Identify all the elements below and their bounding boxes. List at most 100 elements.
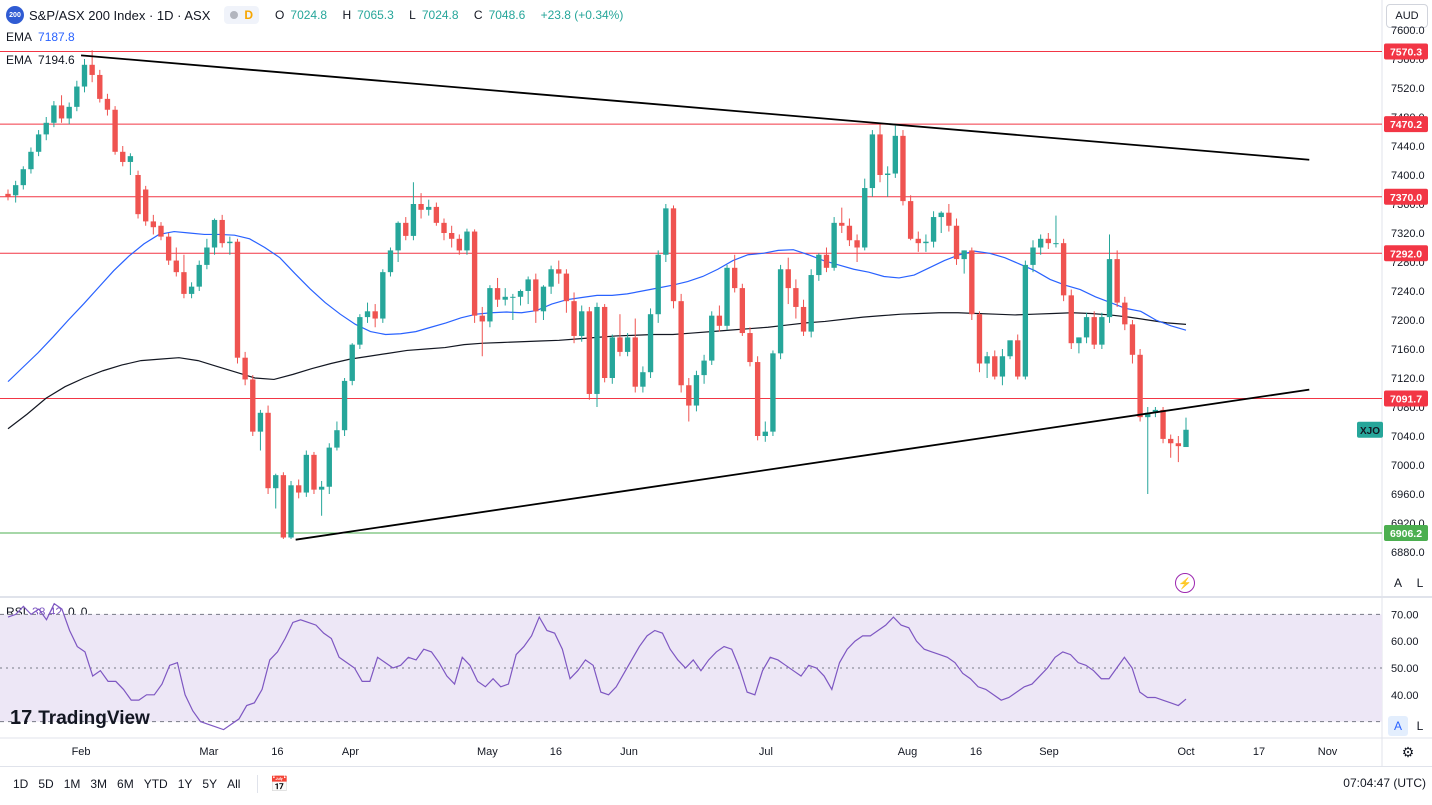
x-tick-label: 16 bbox=[550, 746, 562, 758]
rsi-log-scale-button[interactable]: L bbox=[1416, 719, 1424, 733]
y-tick-label: 7200.0 bbox=[1391, 315, 1425, 327]
date-range-calendar-icon[interactable]: 📅 bbox=[270, 776, 290, 793]
candle-body bbox=[433, 206, 440, 223]
candle-body bbox=[678, 301, 684, 386]
range-all[interactable]: All bbox=[227, 777, 241, 791]
candle-body bbox=[487, 288, 493, 322]
candle-body bbox=[846, 225, 853, 241]
x-tick-label: Mar bbox=[199, 746, 218, 758]
y-tick-label: 7240.0 bbox=[1391, 286, 1425, 298]
price-chart[interactable]: 7600.07560.07520.07480.07440.07400.07360… bbox=[0, 0, 1432, 766]
candle-body bbox=[617, 337, 623, 352]
x-tick-label: 17 bbox=[1253, 746, 1265, 758]
market-status-pill[interactable]: D bbox=[224, 6, 260, 24]
range-5d[interactable]: 5D bbox=[38, 777, 54, 791]
resistance-level-tag bbox=[1384, 116, 1428, 133]
candle-body bbox=[341, 380, 348, 431]
candle-body bbox=[464, 231, 470, 251]
candle-body bbox=[395, 222, 401, 251]
range-1m[interactable]: 1M bbox=[63, 777, 81, 791]
candle-body bbox=[219, 219, 225, 244]
candle-body bbox=[1083, 317, 1090, 338]
candle-body bbox=[143, 189, 149, 222]
ema-slow-legend[interactable]: EMA 7194.6 bbox=[6, 53, 75, 67]
candle-body bbox=[280, 475, 287, 538]
rsi-param-1: 0 bbox=[68, 605, 75, 619]
candle-body bbox=[1022, 264, 1029, 377]
range-3m[interactable]: 3M bbox=[90, 777, 108, 791]
y-tick-label: 6960.0 bbox=[1391, 489, 1425, 501]
candle-body bbox=[548, 269, 554, 287]
candle-body bbox=[211, 219, 218, 248]
rsi-auto-scale-button[interactable]: A bbox=[1388, 716, 1408, 736]
ema-slow-value: 7194.6 bbox=[38, 53, 75, 67]
candle-body bbox=[563, 273, 570, 302]
candle-body bbox=[953, 225, 960, 260]
rsi-param-2: 0 bbox=[80, 605, 88, 619]
candle-body bbox=[992, 356, 998, 377]
symbol-title[interactable]: S&P/ASX 200 Index · 1D · ASX bbox=[29, 7, 211, 23]
candle-body bbox=[81, 64, 88, 87]
candle-body bbox=[441, 222, 447, 233]
range-1d[interactable]: 1D bbox=[13, 777, 29, 791]
candle-body bbox=[165, 236, 172, 261]
candle-body bbox=[961, 250, 967, 260]
auto-scale-button[interactable]: A bbox=[1393, 576, 1402, 590]
candle-body bbox=[762, 431, 768, 436]
candle-body bbox=[716, 315, 723, 326]
candle-body bbox=[196, 264, 202, 287]
candle-body bbox=[693, 375, 700, 406]
candle-body bbox=[976, 314, 983, 364]
symbol-tag-bg bbox=[1357, 421, 1383, 438]
resistance-level-tag bbox=[1384, 390, 1428, 407]
candle-body bbox=[609, 337, 615, 378]
candle-body bbox=[104, 98, 111, 110]
candle-body bbox=[907, 201, 914, 239]
candle-body bbox=[303, 454, 310, 493]
currency-button[interactable]: AUD bbox=[1386, 4, 1428, 28]
candle-body bbox=[74, 86, 80, 107]
candle-body bbox=[601, 306, 608, 378]
log-scale-button[interactable]: L bbox=[1416, 576, 1424, 590]
close-label: C bbox=[473, 8, 483, 22]
candle-body bbox=[234, 241, 241, 358]
range-5y[interactable]: 5Y bbox=[202, 777, 218, 791]
candle-body bbox=[334, 430, 340, 448]
candle-body bbox=[800, 306, 807, 332]
y-tick-label: 7120.0 bbox=[1391, 373, 1425, 385]
candle-body bbox=[884, 173, 891, 175]
candle-body bbox=[380, 272, 386, 319]
candle-body bbox=[1030, 247, 1036, 265]
range-ytd[interactable]: YTD bbox=[143, 777, 168, 791]
change-value: +23.8 (+0.34%) bbox=[540, 8, 624, 22]
resistance-level-label: 7470.2 bbox=[1390, 119, 1422, 131]
candle-body bbox=[808, 275, 814, 332]
range-1y[interactable]: 1Y bbox=[177, 777, 193, 791]
time-axis-settings-icon[interactable]: ⚙ bbox=[1401, 743, 1415, 760]
candle-body bbox=[571, 301, 577, 336]
candle-body bbox=[877, 134, 883, 175]
candle-body bbox=[862, 188, 868, 248]
utc-clock[interactable]: 07:04:47 (UTC) bbox=[1343, 776, 1426, 790]
alert-bolt-icon[interactable]: ⚡ bbox=[1175, 573, 1195, 593]
candle-body bbox=[479, 315, 485, 322]
symbol-badge[interactable]: 200 bbox=[6, 6, 24, 24]
support-level-tag bbox=[1384, 525, 1428, 542]
x-tick-label: Oct bbox=[1177, 746, 1194, 758]
candle-body bbox=[20, 169, 26, 186]
candle-body bbox=[372, 311, 378, 319]
candle-body bbox=[158, 225, 164, 237]
candle-body bbox=[89, 64, 95, 75]
candle-body bbox=[1091, 317, 1097, 345]
candle-body bbox=[502, 296, 508, 300]
candle-body bbox=[66, 106, 72, 119]
candle-body bbox=[1145, 412, 1151, 418]
candle-body bbox=[188, 286, 195, 294]
ema-fast-legend[interactable]: EMA 7187.8 bbox=[6, 30, 75, 44]
candle-body bbox=[1152, 409, 1159, 413]
high-value: 7065.3 bbox=[357, 8, 394, 22]
candle-body bbox=[647, 314, 654, 373]
range-6m[interactable]: 6M bbox=[117, 777, 134, 791]
symbol-tag: XJO bbox=[1360, 426, 1380, 437]
y-tick-label: 7600.0 bbox=[1391, 25, 1425, 37]
